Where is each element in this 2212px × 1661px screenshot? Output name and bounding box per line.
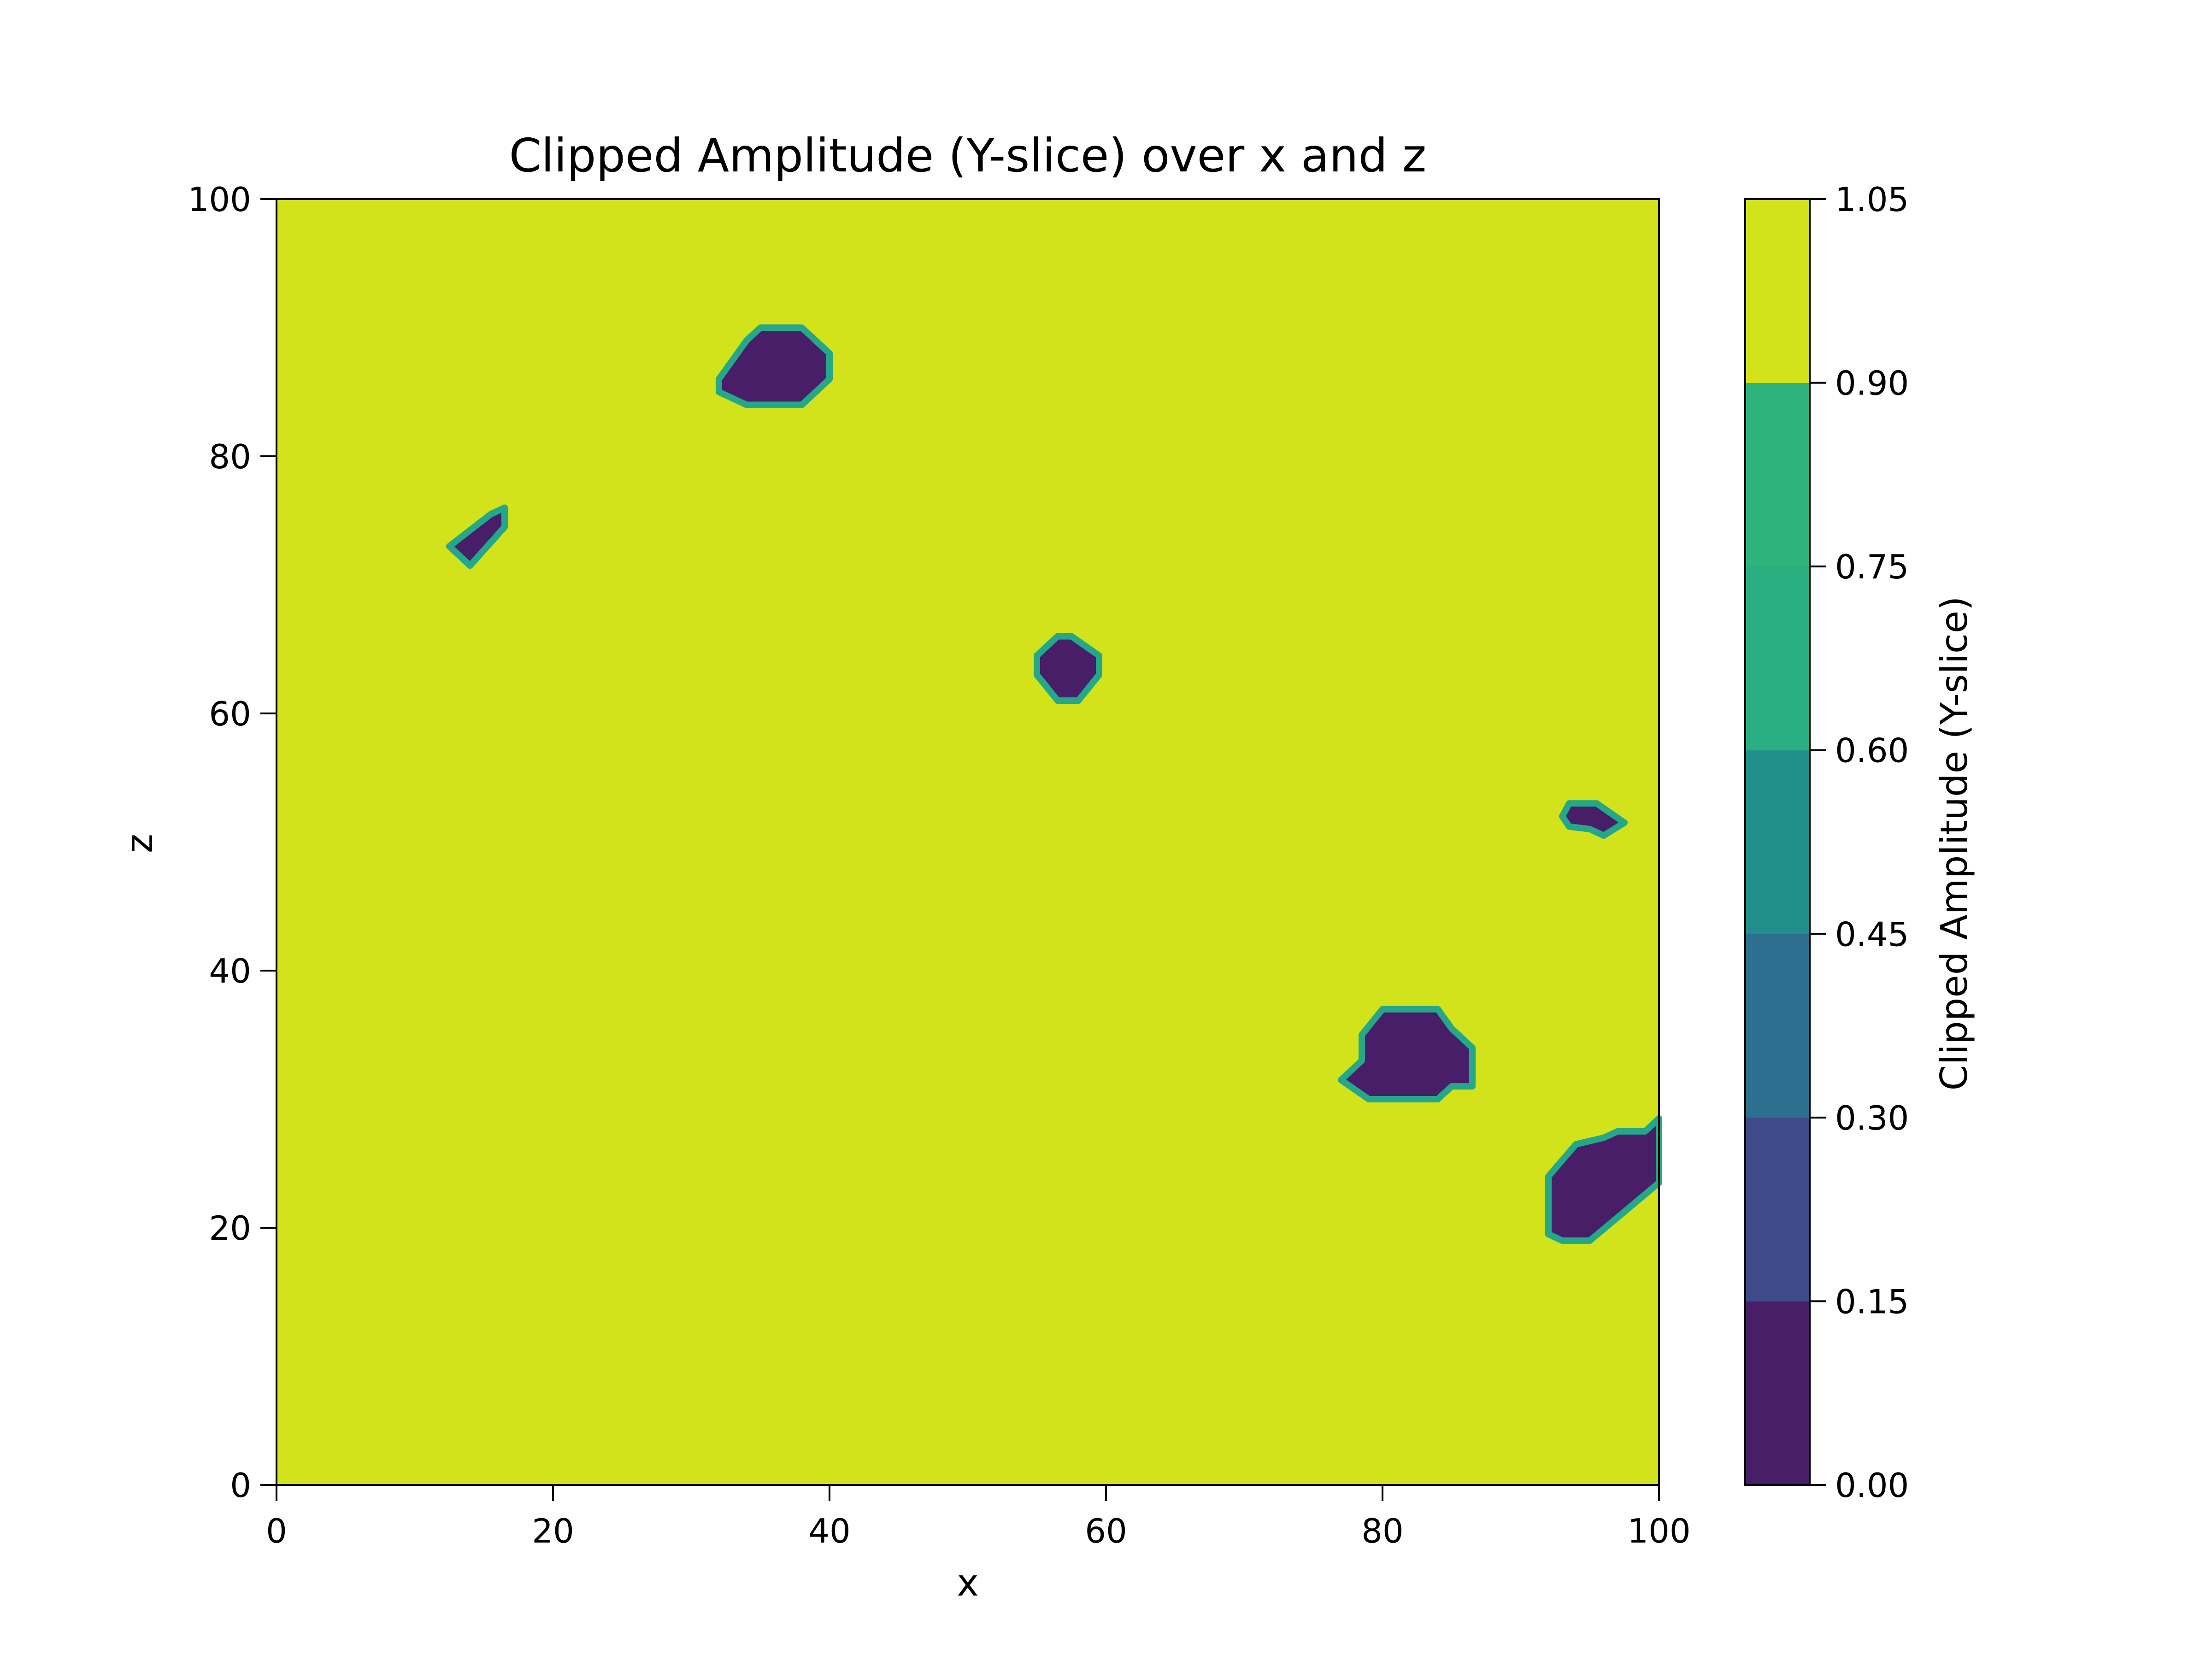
contour-region-6 <box>1545 1115 1662 1244</box>
x-tick-label: 80 <box>1361 1512 1404 1550</box>
x-tick-label: 40 <box>808 1512 851 1550</box>
colorbar-bands <box>1745 199 1810 1485</box>
x-tick-label: 0 <box>266 1512 287 1550</box>
colorbar-band <box>1745 199 1810 383</box>
colorbar-tick-label: 0.90 <box>1835 364 1909 403</box>
colorbar: 0.00 0.15 0.30 0.45 0.60 0.75 0.90 1.05 Clipped… <box>1744 180 1976 1505</box>
colorbar-band <box>1745 383 1810 567</box>
x-tick-label: 20 <box>532 1512 574 1550</box>
contour-region-3 <box>1034 633 1102 704</box>
chart-title: Clipped Amplitude (Y-slice) over x and z <box>509 129 1427 183</box>
colorbar-tick-label: 0.45 <box>1835 915 1909 954</box>
colorbar-tick-label: 0.75 <box>1835 548 1909 586</box>
contour-regions <box>446 324 1662 1244</box>
colorbar-tick-label: 0.30 <box>1835 1099 1909 1137</box>
y-tick-label: 60 <box>209 695 251 733</box>
colorbar-label: Clipped Amplitude (Y-slice) <box>1933 596 1976 1091</box>
colorbar-band <box>1745 1301 1810 1485</box>
y-tick-label: 80 <box>209 437 251 476</box>
y-axis-ticks: 0 20 40 60 80 100 <box>188 180 276 1505</box>
colorbar-tick-label: 0.00 <box>1835 1466 1909 1505</box>
contour-region-2 <box>446 504 508 569</box>
plot-frame <box>276 198 1660 1486</box>
colorbar-band <box>1745 750 1810 934</box>
contour-region-5 <box>1338 1006 1476 1102</box>
y-axis-label: z <box>118 834 161 853</box>
colorbar-band <box>1745 566 1810 751</box>
contour-region-1 <box>716 324 833 408</box>
colorbar-ticks: 0.00 0.15 0.30 0.45 0.60 0.75 0.90 1.05 <box>1810 180 1909 1505</box>
y-tick-label: 40 <box>209 952 251 990</box>
colorbar-tick-label: 1.05 <box>1835 180 1909 219</box>
plot-area <box>276 198 1662 1486</box>
colorbar-frame <box>1744 198 1811 1486</box>
heatmap-background <box>276 199 1659 1485</box>
x-tick-label: 60 <box>1085 1512 1127 1550</box>
y-tick-label: 100 <box>188 180 251 219</box>
y-tick-label: 0 <box>230 1466 251 1505</box>
contour-region-4 <box>1559 800 1628 839</box>
colorbar-band <box>1745 1117 1810 1302</box>
colorbar-tick-label: 0.15 <box>1835 1282 1909 1321</box>
x-tick-label: 100 <box>1627 1512 1690 1550</box>
x-axis-ticks: 0 20 40 60 80 100 <box>266 1485 1691 1550</box>
x-axis-label: x <box>957 1561 978 1604</box>
colorbar-tick-label: 0.60 <box>1835 731 1909 770</box>
colorbar-band <box>1745 934 1810 1118</box>
y-tick-label: 20 <box>209 1209 251 1248</box>
